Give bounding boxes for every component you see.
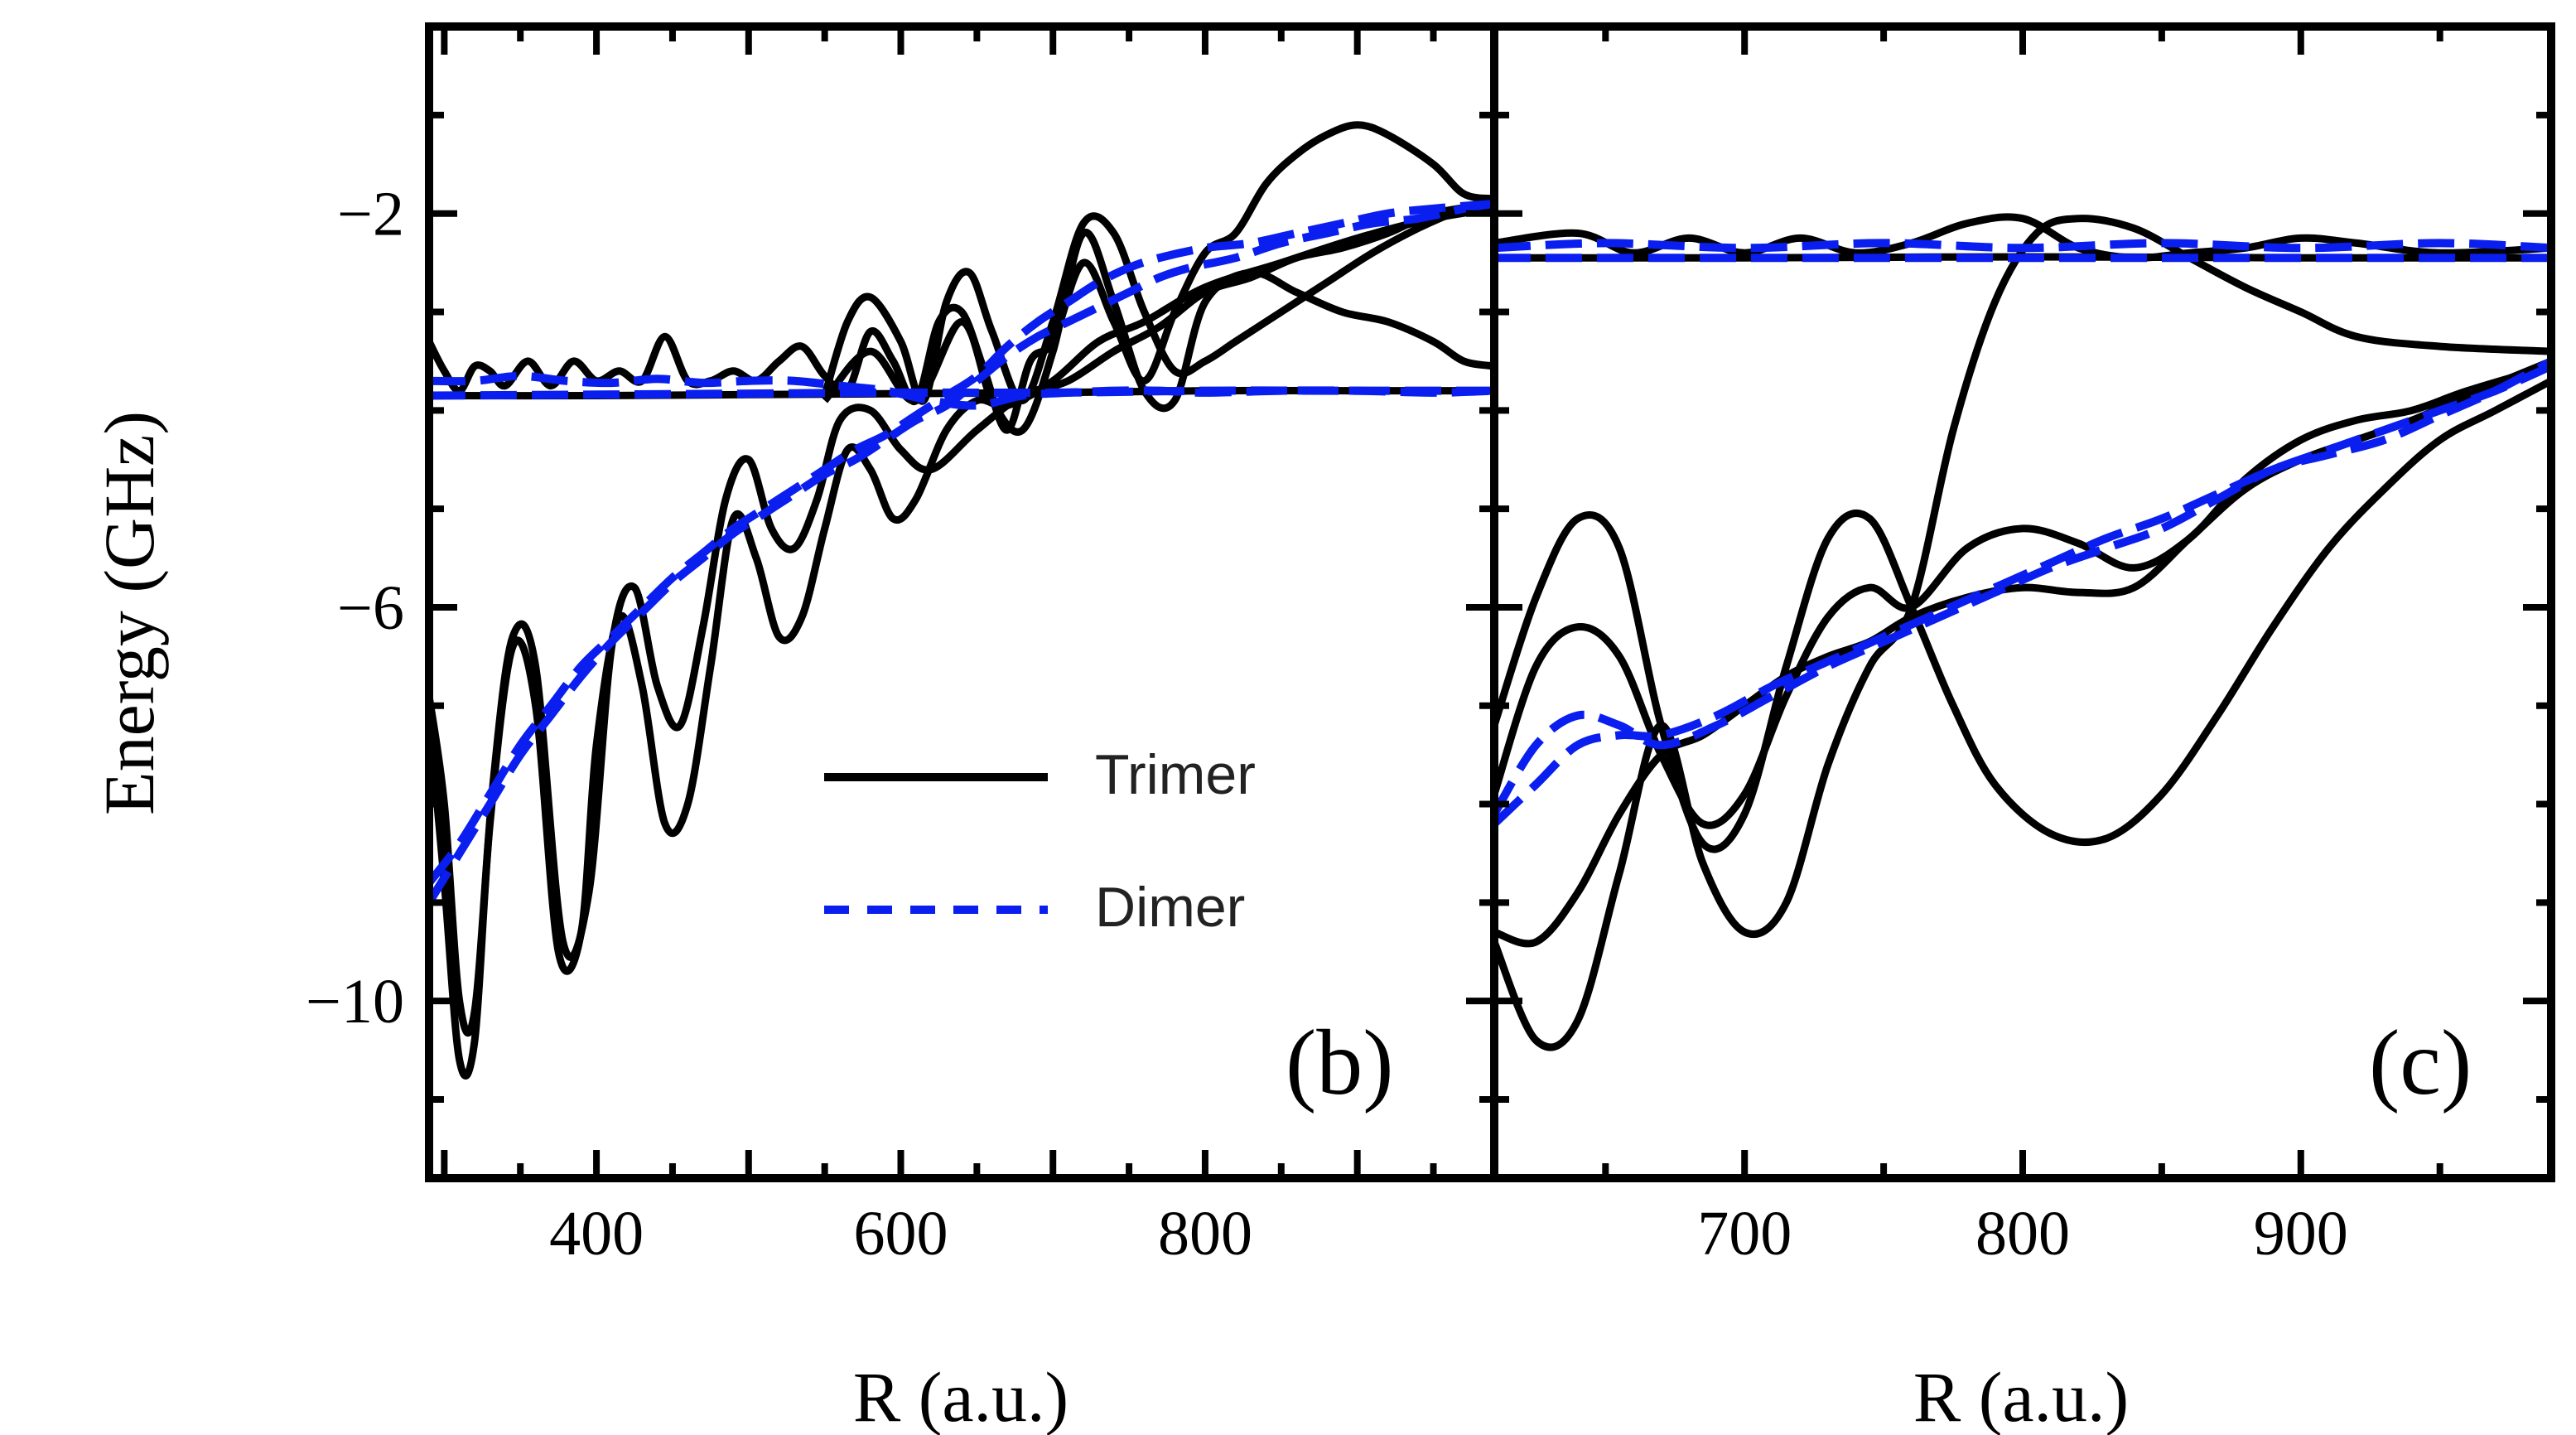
panel-b-data: [429, 121, 1494, 1080]
legend-dimer-label: Dimer: [1095, 876, 1245, 939]
panel-b-trimer-curve-0: [429, 205, 1494, 1080]
panel-b-trimer-curve-1: [429, 200, 1494, 1037]
panel-c-x-tick-label: 900: [2254, 1199, 2348, 1268]
panel-c-trimer-curve-1: [1494, 362, 2551, 829]
panel-b-ticks: 400 600 800 −2 −6 −10: [306, 27, 1494, 1268]
panel-c-x-tick-label: 700: [1697, 1199, 1792, 1268]
panel-c-trimer-curve-4: [1494, 213, 2551, 262]
panel-c-data: [1494, 213, 2551, 1051]
panel-b-trimer-curve-5: [822, 228, 1494, 436]
panel-b-dimer-curve-7: [429, 199, 1494, 906]
panel-b: 400 600 800 −2 −6 −10 Trimer Dimer (b) R (a.u…: [306, 27, 1494, 1435]
y-axis-label: Energy (GHz): [89, 411, 169, 815]
panel-c-dimer-curve-6: [1494, 362, 2551, 827]
panel-b-x-tick-label: 800: [1158, 1199, 1252, 1268]
legend-trimer-label: Trimer: [1095, 743, 1256, 806]
panel-b-trimer-curve-2: [429, 121, 1494, 434]
panel-c: 700 800 900 (c) R (a.u.): [1494, 27, 2551, 1435]
panel-b-frame: [425, 22, 1498, 1182]
y-tick-label: −6: [337, 573, 404, 643]
panel-c-x-tick-label: 800: [1975, 1199, 2070, 1268]
panel-c-frame: [1490, 22, 2555, 1182]
panel-c-trimer-curve-2: [1494, 357, 2551, 948]
y-tick-label: −2: [337, 180, 404, 249]
panel-b-x-tick-label: 400: [549, 1199, 644, 1268]
x-axis-label-b: R (a.u.): [853, 1357, 1069, 1435]
panel-b-trimer-curve-3: [821, 195, 1494, 405]
x-axis-label-c: R (a.u.): [1913, 1357, 2129, 1435]
panel-c-dimer-curve-7: [1494, 357, 2551, 816]
panel-c-dimer-curve-9: [1494, 239, 2551, 253]
legend: Trimer Dimer: [824, 743, 1256, 939]
panel-label-c: (c): [2369, 1012, 2472, 1114]
panel-c-trimer-curve-3: [1494, 215, 2551, 1051]
panel-b-dimer-curve-6: [429, 199, 1494, 886]
panel-label-b: (b): [1286, 1012, 1394, 1114]
panel-c-trimer-curve-0: [1494, 377, 2551, 853]
y-tick-label: −10: [306, 967, 404, 1036]
panel-b-x-tick-label: 600: [854, 1199, 948, 1268]
panel-b-dimer-curve-9: [429, 386, 1494, 400]
